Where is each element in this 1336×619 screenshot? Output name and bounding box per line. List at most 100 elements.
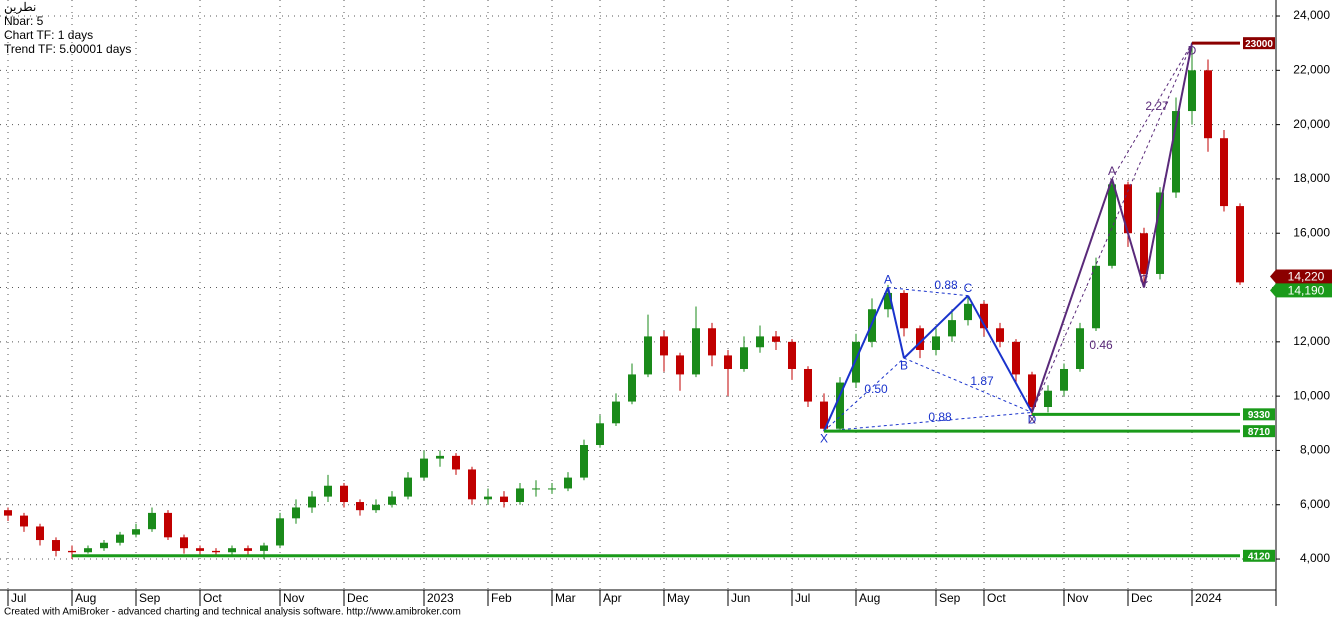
candle-body <box>4 510 12 516</box>
candle-body <box>1108 184 1116 266</box>
candle-body <box>164 512 172 538</box>
candle-body <box>1220 138 1228 207</box>
candle-body <box>724 355 732 369</box>
candle-body <box>644 336 652 375</box>
level-label: 4120 <box>1248 551 1271 562</box>
candle-body <box>340 485 348 503</box>
candle-body <box>1140 233 1148 274</box>
x-tick-label: Aug <box>75 591 96 605</box>
x-tick-label: Nov <box>283 591 304 605</box>
candle-body <box>772 336 780 342</box>
y-tick-label: 8,000 <box>1300 443 1330 457</box>
candle-body <box>756 336 764 348</box>
pattern-leg <box>903 294 969 359</box>
candle-body <box>628 374 636 402</box>
level-tag <box>1243 37 1275 50</box>
candle-body <box>932 336 940 350</box>
candle-body <box>404 477 412 497</box>
level-tag <box>1243 425 1275 438</box>
pattern-point-label: A <box>1108 164 1116 178</box>
candle-body <box>820 401 828 429</box>
pattern-diag <box>1031 178 1113 413</box>
level-tag <box>1243 549 1275 562</box>
candle-body <box>84 548 92 553</box>
pattern-leg <box>887 287 905 359</box>
candle-body <box>1012 341 1020 375</box>
candle-body <box>916 328 924 350</box>
info-line: Trend TF: 5.00001 days <box>4 42 131 56</box>
candle-body <box>148 512 156 530</box>
x-tick-label: 2023 <box>427 591 454 605</box>
pattern-point-label: B <box>900 358 908 372</box>
x-tick-label: Dec <box>1131 591 1152 605</box>
pattern-diag <box>1111 178 1145 288</box>
pattern-leg <box>823 287 889 432</box>
candle-body <box>1188 70 1196 112</box>
y-tick-label: 20,000 <box>1293 117 1330 131</box>
candle-body <box>740 347 748 369</box>
candle-body <box>500 496 508 503</box>
y-tick-label: 22,000 <box>1293 62 1330 76</box>
candle-body <box>260 545 268 551</box>
pattern-point-label: C <box>1140 273 1149 287</box>
x-tick-label: Jun <box>731 591 750 605</box>
candle-body <box>468 469 476 500</box>
ratio-label: 2.27 <box>1145 99 1169 113</box>
y-tick-label: 16,000 <box>1293 225 1330 239</box>
candle-body <box>1060 368 1068 391</box>
candle-body <box>388 496 396 505</box>
candle-body <box>180 537 188 549</box>
candle-body <box>292 507 300 519</box>
pattern-point-label: X <box>820 431 828 445</box>
candle-body <box>20 515 28 527</box>
y-tick-label: 18,000 <box>1293 171 1330 185</box>
candle-body <box>804 368 812 402</box>
ratio-label: 0.88 <box>928 410 952 424</box>
candle-body <box>1028 374 1036 407</box>
y-tick-label: 6,000 <box>1300 497 1330 511</box>
candle-body <box>68 550 76 553</box>
footer: Created with AmiBroker - advanced charti… <box>4 607 461 618</box>
candle-body <box>372 504 380 511</box>
candle-body <box>1124 184 1132 234</box>
y-tick-label: 12,000 <box>1293 334 1330 348</box>
candle-body <box>564 477 572 489</box>
candle-body <box>308 496 316 508</box>
pattern-leg <box>967 295 1033 413</box>
pattern-point-label: D <box>1188 43 1197 57</box>
price-tag <box>1270 269 1332 284</box>
pattern-diag <box>903 357 1033 413</box>
y-tick-label: 10,000 <box>1293 388 1330 402</box>
x-tick-label: Oct <box>987 591 1006 605</box>
candle-body <box>1044 390 1052 407</box>
info-line: نطرین <box>4 0 36 14</box>
x-tick-label: Sep <box>139 591 161 605</box>
pattern-point-label: A <box>884 273 892 287</box>
x-tick-label: Feb <box>491 591 512 605</box>
candle-body <box>228 548 236 553</box>
price-label: 14,190 <box>1288 284 1325 298</box>
info-line: Chart TF: 1 days <box>4 28 93 42</box>
x-tick-label: Sep <box>939 591 961 605</box>
candle-body <box>196 548 204 551</box>
pattern-diag <box>823 411 1033 432</box>
price-label: 14,220 <box>1288 270 1325 284</box>
candle-body <box>548 488 556 490</box>
candle-body <box>100 542 108 549</box>
candle-body <box>484 496 492 500</box>
pattern-point-label: D <box>1028 413 1037 427</box>
level-label: 8710 <box>1248 427 1271 438</box>
candle-body <box>116 534 124 543</box>
ratio-label: 0.88 <box>934 278 958 292</box>
x-tick-label: Aug <box>859 591 880 605</box>
x-tick-label: 2024 <box>1195 591 1222 605</box>
level-label: 9330 <box>1248 410 1271 421</box>
candle-body <box>420 458 428 478</box>
candle-body <box>356 502 364 511</box>
x-tick-label: Jul <box>11 591 26 605</box>
pattern-leg <box>1143 42 1193 288</box>
x-tick-label: Nov <box>1067 591 1088 605</box>
candle-body <box>900 292 908 329</box>
